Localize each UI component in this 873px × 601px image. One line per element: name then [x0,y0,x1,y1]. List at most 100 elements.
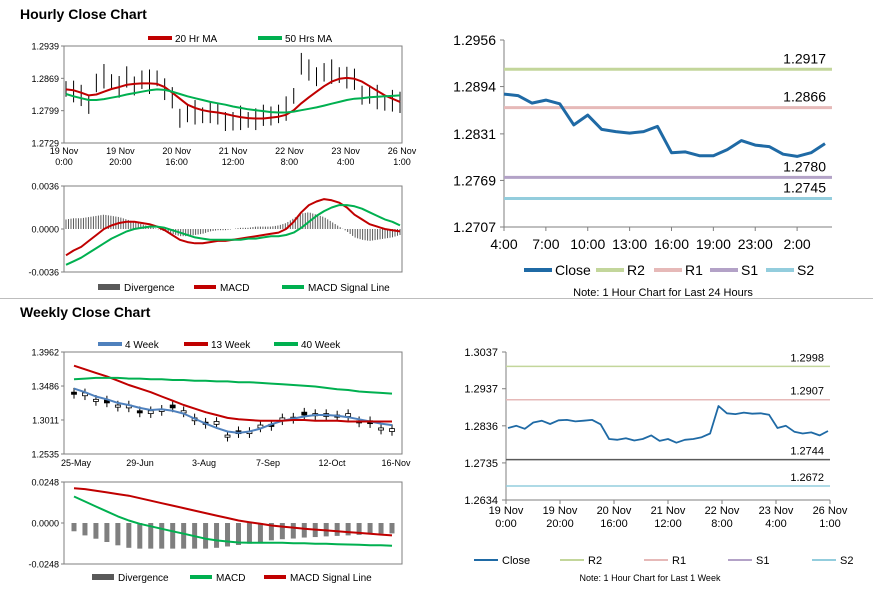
weekly-divergence-bar [246,523,252,544]
weekly-divergence-bar [235,523,241,545]
weekly-macd-signal-line [73,487,393,537]
day-legend-label: Close [555,262,591,278]
week-level-s1-label: 1.2744 [790,446,824,458]
hourly-xtick-date: 20 Nov [162,146,191,156]
day-level-s2-label: 1.2745 [783,179,826,195]
weekly-candle-body [224,434,231,438]
week-level-r2-label: 1.2998 [790,352,824,364]
weekly-13wk-ma-line [73,364,392,423]
weekly-candle-body [114,404,121,408]
hourly-xtick-time: 1:00 [393,157,411,167]
day-xtick-label: 23:00 [738,236,773,252]
week-xtick-time: 20:00 [546,518,574,530]
weekly-divergence-bar [279,523,285,540]
hourly-macd-signal-line [65,204,401,266]
weekly-divergence-bar [93,523,99,539]
hourly-xtick-time: 4:00 [337,157,355,167]
weekly-divergence-bar [345,523,351,536]
weekly-xtick-label: 25-May [61,458,92,468]
weekly-divergence-bar [225,523,231,547]
day-ytick-label: 1.2956 [453,32,496,48]
hourly-price-legend-label: 50 Hrs MA [285,34,333,45]
week-ytick-label: 1.2937 [464,384,498,396]
weekly-price-ytick-label: 1.3486 [31,382,59,392]
hourly-macd-ytick-label: 0.0000 [31,225,59,235]
weekly-price-legend-label: 40 Week [301,340,341,351]
day-level-r2-label: 1.2917 [783,50,826,66]
day-ytick-label: 1.2831 [453,126,496,142]
week-xtick-date: 21 Nov [651,505,686,517]
weekly-macd-ytick-label: 0.0000 [31,519,59,529]
section-divider [0,298,873,299]
hourly-xtick-time: 0:00 [55,157,73,167]
weekly-macd-ytick-label: 0.0248 [31,478,59,488]
weekly-candle-body [71,391,77,395]
day-legend-label: R1 [685,262,703,278]
hourly-20hr-ma-line [65,76,401,120]
week-xtick-time: 0:00 [495,518,516,530]
hourly-technical-chart: 20 Hr MA 50 Hrs MA 1.2939 1.2869 1.2799 1.27… [28,34,416,294]
week-ytick-label: 1.2735 [464,458,498,470]
weekly-divergence-bar [389,523,395,534]
weekly-candle-body [378,427,384,431]
weekly-divergence-bar [367,523,373,535]
week-xtick-time: 8:00 [711,518,732,530]
weekly-candle-body [93,398,99,402]
day-xtick-label: 16:00 [654,236,689,252]
week-legend-label: Close [502,555,530,567]
hourly-macd-ytick-label: 0.0036 [31,182,59,192]
week-xtick-time: 4:00 [765,518,786,530]
weekly-xtick-label: 7-Sep [256,458,280,468]
weekly-xtick-label: 3-Aug [192,458,216,468]
week-xtick-date: 26 Nov [813,505,848,517]
weekly-divergence-bar [170,523,176,549]
hourly-price-ytick-label: 1.2939 [31,42,59,52]
day-close-line [503,92,826,158]
day-legend-label: S2 [797,262,814,278]
hourly-50hr-ma-line [65,88,401,114]
week-xtick-time: 16:00 [600,518,628,530]
weekly-divergence-bar [71,523,77,532]
weekly-technical-chart: 4 Week 13 Week 40 Week 1.3962 1.3486 1.3011 1… [28,340,411,584]
weekly-divergence-bar [126,523,132,548]
hourly-macd-ytick-label: -0.0036 [28,268,59,278]
weekly-price-legend-label: 4 Week [125,340,160,351]
hourly-xtick-date: 19 Nov [106,146,135,156]
weekly-divergence-bar [378,523,384,534]
weekly-divergence-bar [268,523,274,541]
hourly-macd-legend-label: MACD Signal Line [308,283,390,294]
day-ytick-label: 1.2894 [453,79,496,95]
week-level-s2-label: 1.2672 [790,472,824,484]
weekly-divergence-bar [82,523,88,536]
weekly-price-ytick-label: 1.3962 [31,348,59,358]
week-level-r1-label: 1.2907 [790,386,824,398]
weekly-xtick-label: 16-Nov [381,458,411,468]
week-ytick-label: 1.2836 [464,421,498,433]
weekly-price-ytick-label: 1.2535 [31,450,59,460]
hourly-xtick-time: 16:00 [165,157,188,167]
weekly-divergence-bar [290,523,296,539]
week-xtick-date: 20 Nov [597,505,632,517]
week-chart-note: Note: 1 Hour Chart for Last 1 Week [580,573,721,583]
weekly-divergence-bar [148,523,154,549]
weekly-divergence-bar [203,523,209,549]
weekly-candle-body [301,411,308,416]
weekly-4wk-ma-line [73,387,393,434]
weekly-macd-legend-label: Divergence [118,573,169,584]
day-xtick-label: 10:00 [570,236,605,252]
week-legend-label: R1 [672,555,686,567]
week-xtick-date: 19 Nov [489,505,524,517]
weekly-candle-body [169,404,176,409]
hourly-xtick-date: 21 Nov [219,146,248,156]
weekly-candle-body [389,428,395,432]
day-level-s1-label: 1.2780 [783,158,826,174]
weekly-divergence-bar [214,523,220,548]
weekly-price-legend-label: 13 Week [211,340,251,351]
weekly-xtick-label: 29-Jun [126,458,154,468]
week-legend-label: S1 [756,555,769,567]
hourly-section-title: Hourly Close Chart [20,6,147,22]
weekly-price-frame [63,351,403,455]
weekly-xtick-label: 12-Oct [318,458,346,468]
week-xtick-time: 1:00 [819,518,840,530]
weekly-divergence-bar [137,523,143,549]
